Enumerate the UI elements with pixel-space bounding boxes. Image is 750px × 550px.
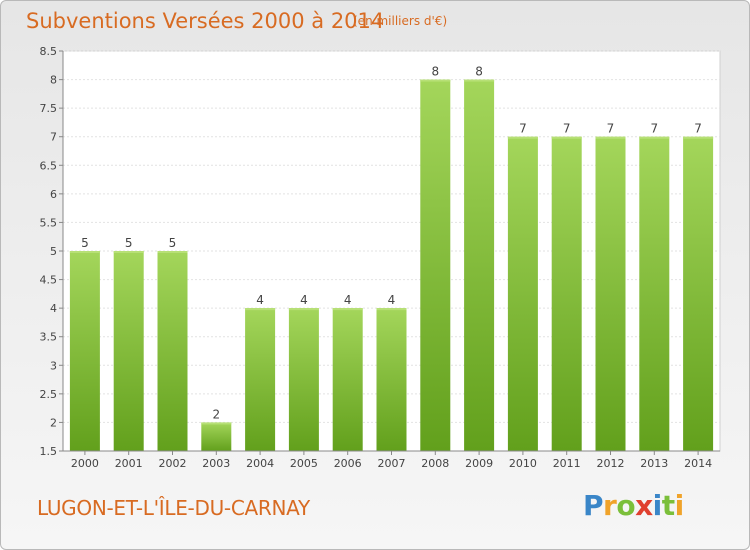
data-label: 7 [519,122,527,136]
bar-highlight [332,308,363,311]
bar [551,136,582,451]
x-tick-label: 2013 [640,457,668,470]
y-tick-label: 6 [50,188,57,201]
x-tick-label: 2000 [71,457,99,470]
y-tick-label: 8 [50,74,57,87]
data-label: 7 [563,122,571,136]
data-label: 5 [125,236,133,250]
bar [595,136,626,451]
bar [639,136,670,451]
proxiti-logo: Proxiti [583,489,684,522]
y-tick-label: 3.5 [40,331,58,344]
y-tick-label: 5 [50,245,57,258]
data-label: 4 [256,293,264,307]
bar [157,251,188,451]
bar-highlight [507,136,538,139]
bar-highlight [157,251,188,253]
bar [332,308,363,451]
bar-highlight [683,136,714,139]
bar-highlight [551,136,582,139]
x-tick-label: 2010 [509,457,537,470]
data-label: 7 [607,122,615,136]
bar-highlight [288,308,319,311]
bar-highlight [595,136,626,139]
x-tick-label: 2014 [684,457,712,470]
y-tick-label: 1.5 [40,445,58,458]
chart-unit: (en milliers d'€) [353,14,448,28]
x-tick-label: 2002 [159,457,187,470]
bar [420,79,451,452]
x-tick-label: 2003 [202,457,230,470]
bar [683,136,714,451]
x-tick-label: 2001 [115,457,143,470]
bar [464,79,495,452]
x-tick-label: 2007 [378,457,406,470]
data-label: 4 [388,293,396,307]
data-label: 8 [475,65,483,79]
bar [113,251,144,451]
y-tick-label: 5.5 [40,216,58,229]
x-tick-label: 2012 [597,457,625,470]
bar [69,251,100,451]
x-tick-label: 2004 [246,457,274,470]
y-tick-label: 4 [50,302,57,315]
y-tick-label: 3 [50,359,57,372]
bar [507,136,538,451]
commune-name: LUGON-ET-L'ÎLE-DU-CARNAY [37,496,310,520]
data-label: 5 [169,236,177,250]
data-label: 7 [650,122,658,136]
bar-highlight [201,422,232,425]
x-tick-label: 2006 [334,457,362,470]
y-tick-label: 2.5 [40,388,58,401]
bar-highlight [245,308,276,311]
bar [376,308,407,451]
data-label: 5 [81,236,89,250]
chart-title: Subventions Versées 2000 à 2014 [26,9,385,33]
data-label: 4 [344,293,352,307]
bar-highlight [113,251,144,253]
y-tick-label: 8.5 [40,45,58,58]
bar-highlight [69,251,100,253]
data-label: 7 [694,122,702,136]
x-tick-label: 2005 [290,457,318,470]
x-tick-label: 2011 [553,457,581,470]
bar-highlight [639,136,670,139]
bar [201,422,232,451]
bar-highlight [464,79,495,82]
bar-highlight [420,79,451,82]
bar-highlight [376,308,407,311]
y-tick-label: 7 [50,131,57,144]
data-label: 4 [300,293,308,307]
y-tick-label: 2 [50,416,57,429]
y-tick-label: 4.5 [40,274,58,287]
y-tick-label: 7.5 [40,102,58,115]
y-tick-label: 6.5 [40,159,58,172]
bar [288,308,319,451]
bar [245,308,276,451]
x-tick-label: 2009 [465,457,493,470]
data-label: 8 [431,65,439,79]
data-label: 2 [212,407,220,421]
x-tick-label: 2008 [421,457,449,470]
